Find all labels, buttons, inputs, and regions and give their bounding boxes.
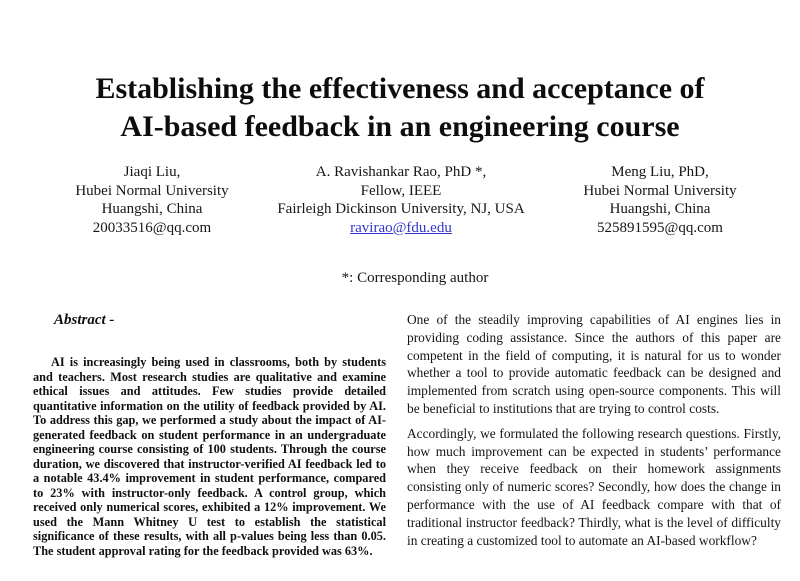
intro-paragraph-2: Accordingly, we formulated the following… [407, 425, 781, 548]
author-1-affiliation: Hubei Normal University [75, 182, 229, 199]
title-line-1: Establishing the effectiveness and accep… [95, 72, 705, 105]
right-column: One of the steadily improving capabiliti… [407, 311, 781, 549]
author-block-3: Meng Liu, PhD, Hubei Normal University H… [537, 163, 783, 237]
author-3-affiliation: Hubei Normal University [583, 182, 737, 199]
author-block-2: A. Ravishankar Rao, PhD *, Fellow, IEEE … [245, 163, 557, 237]
author-2-affiliation: Fellow, IEEE [360, 182, 442, 199]
abstract-paragraph: AI is increasingly being used in classro… [33, 355, 386, 558]
left-column: Abstract - AI is increasingly being used… [33, 312, 386, 558]
paper-title: Establishing the effectiveness and accep… [0, 70, 800, 146]
author-3-name: Meng Liu, PhD, [611, 164, 709, 180]
author-1-location: Huangshi, China [101, 201, 203, 218]
author-1-email: 20033516@qq.com [92, 219, 212, 236]
author-2-email-link[interactable]: ravirao@fdu.edu [350, 219, 452, 236]
author-block-1: Jiaqi Liu, Hubei Normal University Huang… [32, 163, 272, 237]
intro-paragraph-1: One of the steadily improving capabiliti… [407, 312, 781, 416]
author-3-email: 525891595@qq.com [597, 219, 723, 236]
author-2-location: Fairleigh Dickinson University, NJ, USA [277, 201, 525, 218]
abstract-heading: Abstract - [54, 312, 115, 328]
corresponding-author-note: *: Corresponding author [341, 270, 489, 286]
author-3-location: Huangshi, China [609, 201, 711, 218]
author-1-name: Jiaqi Liu, [123, 164, 181, 180]
title-line-2: AI-based feedback in an engineering cour… [120, 110, 680, 143]
author-2-name: A. Ravishankar Rao, PhD *, [315, 164, 487, 180]
